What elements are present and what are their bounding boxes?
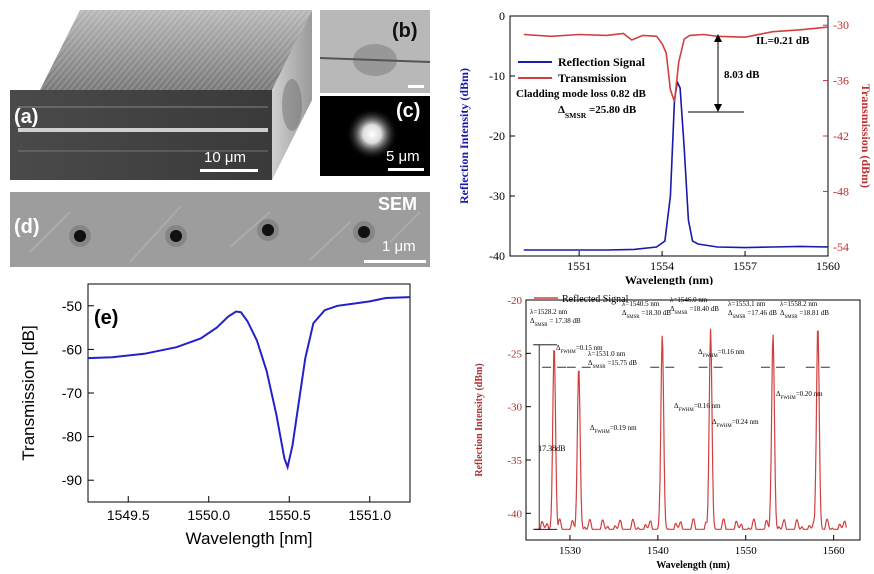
y2-axis-label: Transmission (dBm) xyxy=(859,84,870,188)
panel-label-a: (a) xyxy=(14,106,39,128)
y-tick-label: -30 xyxy=(489,189,505,203)
annotation-cladding: Cladding mode loss 0.82 dB xyxy=(516,88,647,100)
scale-label-a: 10 μm xyxy=(204,149,246,166)
y-tick-label: -25 xyxy=(507,348,522,360)
y2-tick-label: -54 xyxy=(833,240,849,254)
x-tick-label: 1550.0 xyxy=(187,507,230,523)
x-tick-label: 1551.0 xyxy=(348,507,391,523)
annotation-il: IL=0.21 dB xyxy=(756,35,810,47)
panel-label-d: (d) xyxy=(14,216,40,238)
y-tick-label: -90 xyxy=(62,472,82,488)
y2-tick-label: -30 xyxy=(833,18,849,32)
legend-label-transmission: Transmission xyxy=(558,71,627,85)
depth-label: 17.38dB xyxy=(538,444,565,453)
x-tick-label: 1549.5 xyxy=(107,507,150,523)
y2-tick-label: -36 xyxy=(833,74,849,88)
x-tick-label: 1554 xyxy=(650,259,674,273)
panel-label-b: (b) xyxy=(392,20,418,42)
y-tick-label: -60 xyxy=(62,341,82,357)
peak-lambda-label: λ=1540.5 nm xyxy=(622,300,660,308)
y-tick-label: -20 xyxy=(489,129,505,143)
micrograph-d: (d) SEM 1 μm xyxy=(10,192,430,267)
micrograph-b: (b) xyxy=(320,10,430,93)
x-tick-label: 1530 xyxy=(559,545,582,557)
micrograph-a: (a) 10 μm xyxy=(10,10,312,180)
fwhm-label: ΔFWHM=0.19 nm xyxy=(590,424,637,435)
plot-frame xyxy=(87,283,411,503)
y-tick-label: -40 xyxy=(489,249,505,263)
annotation-smsr: ΔSMSR =25.80 dB xyxy=(558,104,637,120)
annotation-depth: 8.03 dB xyxy=(724,69,760,81)
peak-lambda-label: λ=1528.2 nm xyxy=(530,308,568,316)
x-axis-label: Wavelength (nm) xyxy=(625,273,713,285)
panel-label-c: (c) xyxy=(396,100,421,122)
y-axis-label: Reflection Intensity (dBm) xyxy=(457,68,471,204)
y-tick-label: -80 xyxy=(62,429,82,445)
y2-tick-label: -42 xyxy=(833,129,849,143)
x-tick-label: 1560 xyxy=(823,545,846,557)
y-tick-label: -30 xyxy=(507,402,522,414)
scale-label-d: 1 μm xyxy=(382,238,416,255)
peak-lambda-label: λ=1531.0 nm xyxy=(588,350,626,358)
x-axis-label: Wavelength [nm] xyxy=(186,529,313,548)
fwhm-label: ΔFWHM=0.16 nm xyxy=(698,348,745,359)
peak-smsr-label: ΔSMSR =17.46 dB xyxy=(728,309,777,320)
fwhm-label: ΔFWHM=0.24 nm xyxy=(712,418,759,429)
multi-peak-reflection-chart: 1530 1540 1550 1560 -40 -35 -30 -25 -20 Wavelengt… xyxy=(474,294,861,571)
peak-lambda-label: λ=1546.0 nm xyxy=(670,296,708,304)
scale-label-c: 5 μm xyxy=(386,148,420,165)
y-tick-label: -70 xyxy=(62,385,82,401)
peak-smsr-label: ΔSMSR =18.81 dB xyxy=(780,309,829,320)
x-axis-label: Wavelength (nm) xyxy=(656,560,730,571)
y-tick-label: -10 xyxy=(489,69,505,83)
transmission-spectrum-chart: 1549.5 1550.0 1550.5 1551.0 -90 -80 -70 -60 -50 W… xyxy=(19,283,411,548)
plot-frame xyxy=(509,15,829,257)
y-tick-label: -20 xyxy=(507,295,522,307)
peak-lambda-label: λ=1558.2 nm xyxy=(780,300,818,308)
depth-arrow-head-up xyxy=(714,34,722,42)
x-tick-label: 1557 xyxy=(733,259,757,273)
fwhm-label: ΔFWHM=0.16 nm xyxy=(674,402,721,413)
y-axis-label: Reflection Intensity (dBm) xyxy=(474,363,485,476)
fwhm-label: ΔFWHM=0.15 nm xyxy=(556,344,603,355)
micrograph-c: (c) 5 μm xyxy=(320,96,430,176)
peak-smsr-label: ΔSMSR =18.40 dB xyxy=(670,305,719,316)
transmission-series-line xyxy=(87,296,411,471)
y-tick-label: -35 xyxy=(507,455,522,467)
fwhm-label: ΔFWHM=0.20 nm xyxy=(776,390,823,401)
y-tick-label: -40 xyxy=(507,508,522,520)
x-tick-label: 1560 xyxy=(816,259,840,273)
peak-lambda-label: λ=1553.1 nm xyxy=(728,300,766,308)
y-axis-label: Transmission [dB] xyxy=(19,325,38,460)
y-tick-label: 0 xyxy=(499,9,505,23)
sem-tag: SEM xyxy=(378,194,418,214)
x-tick-label: 1540 xyxy=(647,545,670,557)
series-line-0 xyxy=(523,79,829,251)
peak-smsr-label: ΔSMSR =15.75 dB xyxy=(588,359,637,370)
panel-label-e: (e) xyxy=(94,307,118,329)
y2-tick-label: -48 xyxy=(833,184,849,198)
legend-label: Reflected Signal xyxy=(562,294,629,305)
reflected-series-line xyxy=(534,328,847,531)
legend-label-reflection: Reflection Signal xyxy=(558,55,646,69)
y-tick-label: -50 xyxy=(62,298,82,314)
peak-smsr-label: ΔSMSR =18.30 dB xyxy=(622,309,671,320)
reflection-transmission-chart: 1551 1554 1557 1560 -40 -30 -20 -10 0 -54 -48 -42 -3… xyxy=(457,9,870,285)
depth-arrow-head-down xyxy=(714,104,722,112)
x-tick-label: 1550.5 xyxy=(268,507,311,523)
series-line-1 xyxy=(523,26,829,103)
peak-smsr-label: ΔSMSR = 17.38 dB xyxy=(530,317,581,328)
x-tick-label: 1551 xyxy=(567,259,591,273)
x-tick-label: 1550 xyxy=(735,545,758,557)
plot-frame xyxy=(525,299,861,541)
